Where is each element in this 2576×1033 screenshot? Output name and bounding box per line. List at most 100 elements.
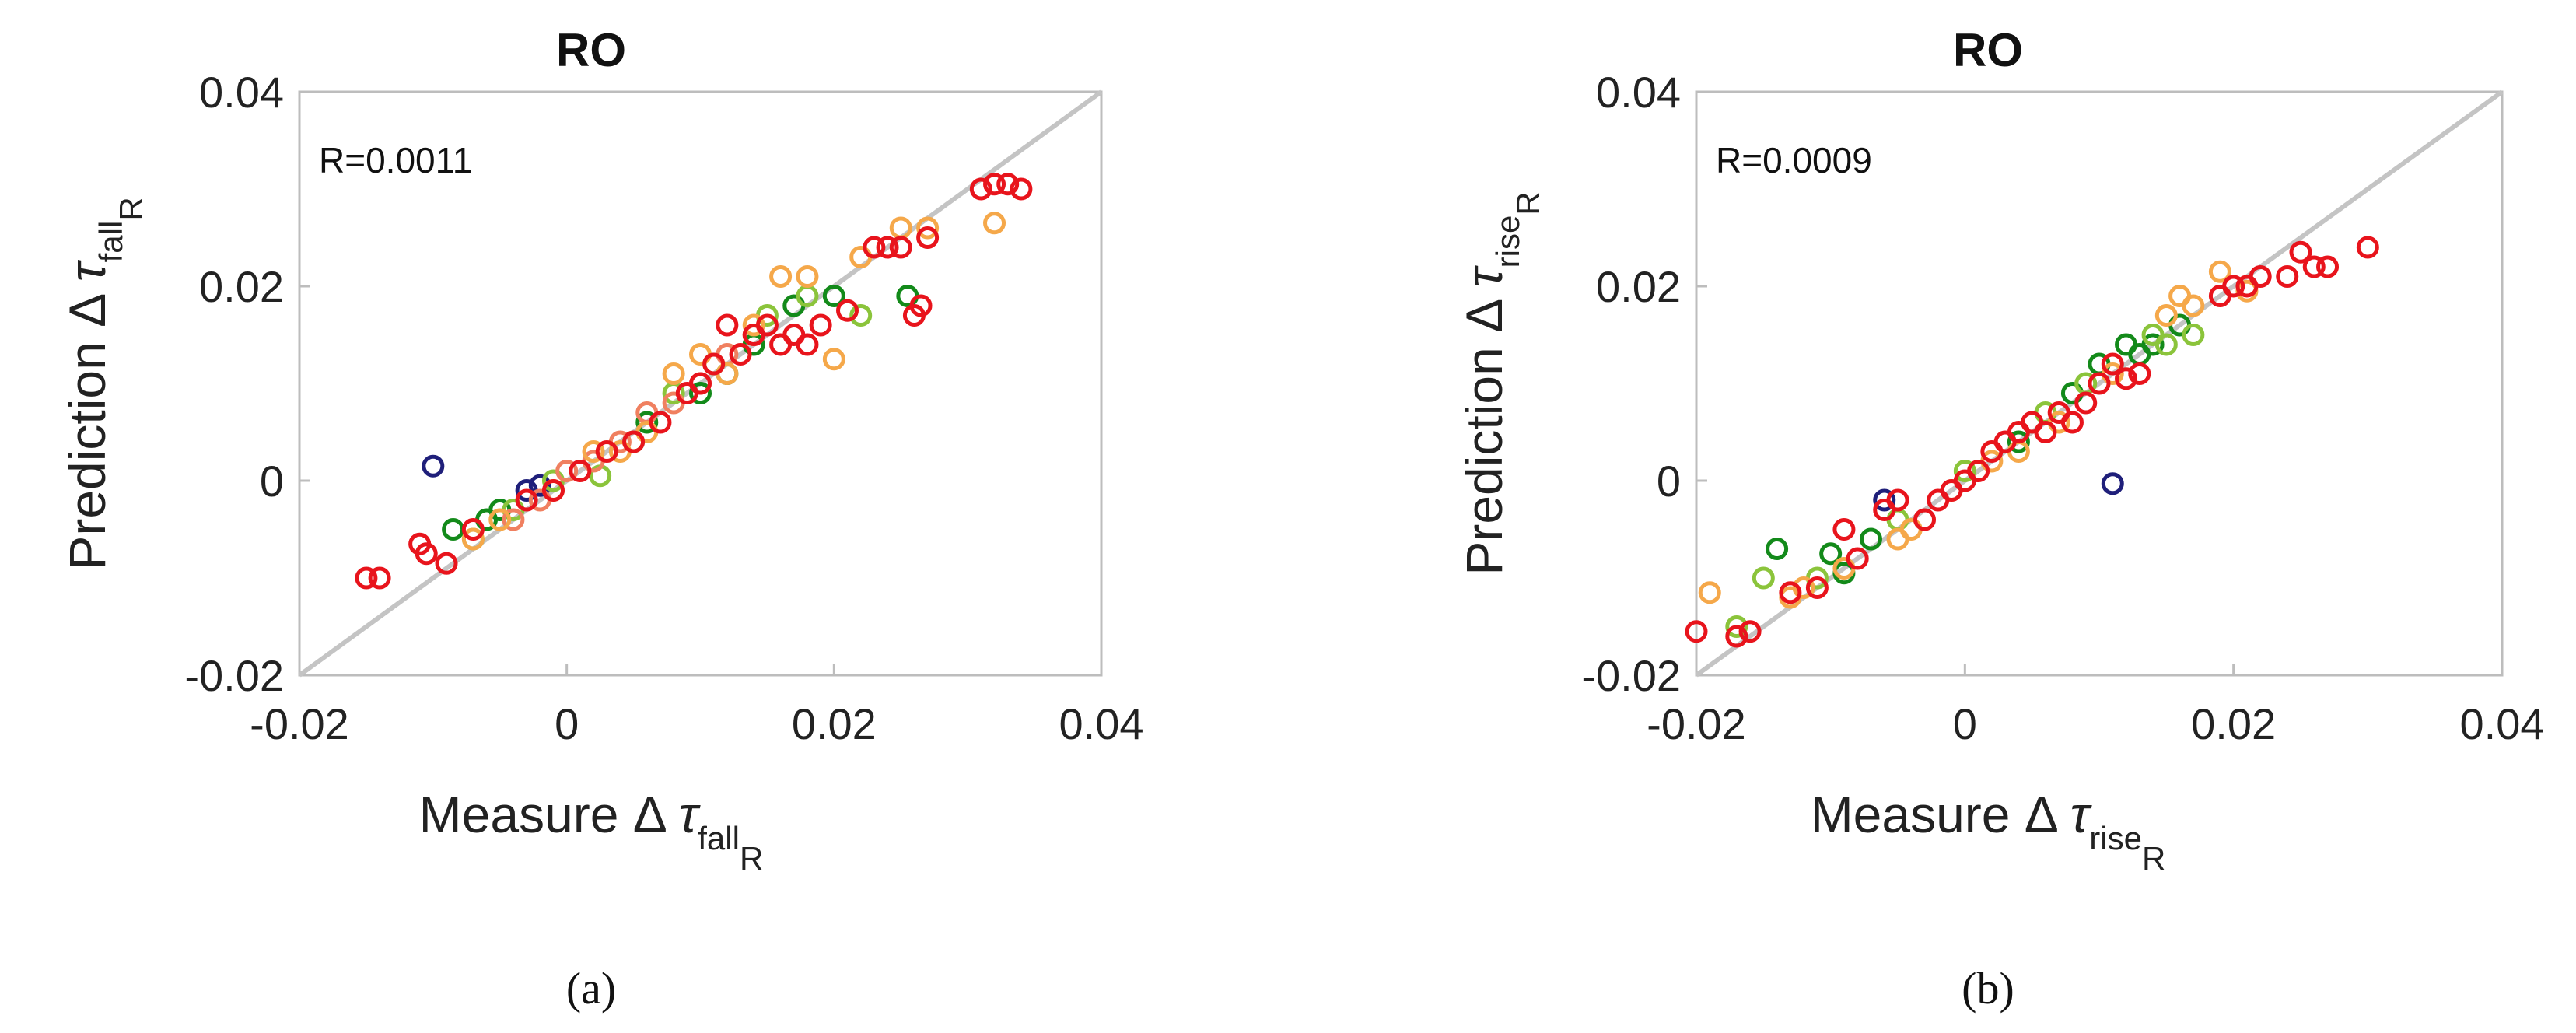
panel-1-point-orange (796, 265, 819, 288)
panel-1-chart: -0.02 0 0.02 0.04 -0.02 0 0.02 0.04 RO R=0.0011 Me… (58, 24, 1144, 1014)
panel-2-point-navy (1873, 488, 1896, 512)
panel-2-y-label-prefix: Prediction Δ (1455, 287, 1513, 576)
panel-1-y-label-symbol: τ (58, 259, 116, 282)
panel-2-y-tick-label: 0.04 (1596, 68, 1681, 117)
panel-1-x-label-prefix: Measure Δ (419, 786, 679, 843)
panel-2-point-red (2101, 352, 2124, 376)
panel-1-point-dark-green (822, 285, 845, 307)
panel-1-point-light-green (849, 304, 873, 327)
panel-1-point-red (889, 236, 912, 259)
panel-1-point-red (515, 488, 538, 512)
panel-2-point-light-green (1953, 460, 1976, 482)
panel-2-point-dark-green (2007, 430, 2030, 453)
panel-1-point-red (809, 313, 832, 337)
panel-2-x-tick-label: -0.02 (1647, 699, 1746, 748)
panel-2-point-light-green (2182, 324, 2205, 346)
panel-2-point-orange (2208, 260, 2231, 283)
panel-2-point-red (2276, 265, 2299, 288)
panel-1-point-red (729, 343, 752, 366)
panel-1-y-label-subscript: fall (93, 221, 129, 263)
panel-1-point-dark-green (689, 382, 712, 404)
panel-1-x-axis-label: Measure Δ τfallR (419, 786, 764, 877)
panel-1-point-red (1010, 177, 1033, 201)
panel-2-point-red (1805, 576, 1829, 599)
panel-1-axes-frame (298, 90, 1103, 677)
panel-2-point-red (1967, 460, 1990, 482)
panel-2-x-label-subsubscript: R (2142, 840, 2165, 877)
panel-2-x-label-prefix: Measure Δ (1811, 786, 2070, 843)
panel-2-reference-line (1695, 89, 2504, 678)
panel-1-point-dark-green (442, 518, 465, 541)
panel-1-x-tick-label: -0.02 (250, 699, 349, 748)
panel-1-point-orange (822, 348, 845, 371)
panel-2-point-red (2060, 411, 2084, 434)
panel-2-y-tick-label: 0 (1657, 457, 1681, 506)
panel-2-point-dark-green (1766, 538, 1789, 560)
panel-2-point-dark-green (2141, 333, 2165, 356)
panel-1-point-red (595, 440, 618, 463)
panel-2-x-tick-label: 0 (1953, 699, 1977, 748)
panel-1-point-red (622, 430, 646, 453)
panel-2-x-axis-label: Measure Δ τriseR (1811, 786, 2166, 877)
panel-2-correlation-annotation: R=0.0009 (1716, 140, 1872, 180)
panel-1-x-tick-label: 0.04 (1059, 699, 1144, 748)
panel-1-point-red (916, 226, 940, 249)
panel-1-x-tick-label: 0.02 (792, 699, 877, 748)
panel-1-point-orange (461, 527, 485, 551)
panel-1-point-red (569, 460, 592, 482)
panel-2-point-red (2302, 255, 2326, 278)
panel-1-y-axis-label: Prediction Δ τfallR (58, 197, 149, 569)
panel-1-point-red (876, 236, 899, 259)
panel-1-correlation-annotation: R=0.0011 (319, 140, 472, 180)
panel-1-point-orange (742, 313, 765, 337)
panel-2-point-red (1738, 620, 1762, 643)
panel-1-point-red (969, 177, 992, 201)
panel-1-point-navy (422, 454, 445, 478)
panel-1-point-red (983, 173, 1006, 196)
panel-1-title: RO (556, 24, 626, 76)
panel-2-y-axis-label: Prediction Δ τriseR (1455, 191, 1546, 575)
panel-2-x-tick-label: 0.04 (2460, 699, 2545, 748)
panel-1-y-tick-label: 0 (260, 457, 284, 506)
panel-2-point-orange (2168, 285, 2192, 307)
panel-2-y-tick-label: -0.02 (1581, 651, 1681, 700)
panel-1-point-red (435, 552, 458, 575)
panel-2-x-label-symbol: τ (2070, 786, 2093, 843)
panel-1-point-red (415, 542, 438, 566)
panel-2-point-red (2289, 240, 2312, 264)
panel-1-x-label-subscript: fall (698, 820, 740, 856)
panel-1-point-orange (769, 265, 793, 288)
panel-2-point-orange (1698, 581, 1721, 604)
panel-1-point-red (836, 299, 859, 322)
panel-2-point-red (2222, 275, 2245, 298)
panel-1-y-label-subsubscript: R (113, 197, 149, 220)
panel-2-axes-frame (1695, 90, 2504, 677)
panel-2-y-label-subscript: rise (1489, 215, 1526, 268)
panel-1-x-label-symbol: τ (679, 786, 702, 843)
panel-2-chart: -0.02 0 0.02 0.04 -0.02 0 0.02 0.04 RO R=0.0009 Me… (1455, 24, 2545, 1014)
panel-2-point-dark-green (1859, 527, 1882, 551)
panel-1-point-orange (582, 440, 605, 463)
panel-1-point-salmon (555, 460, 579, 482)
panel-1-point-red (702, 352, 726, 376)
panel-2-y-label-symbol: τ (1455, 264, 1513, 287)
panel-2-point-red (2316, 255, 2340, 278)
panel-1-point-dark-green (635, 411, 659, 434)
panel-2-point-red (2128, 362, 2151, 385)
panel-2-point-orange (2154, 304, 2178, 327)
panel-1-point-red (649, 411, 672, 434)
panel-1-point-red (902, 304, 926, 327)
panel-1-point-navy (528, 474, 551, 497)
panel-1-point-red (355, 566, 378, 590)
panel-1-point-orange (662, 362, 685, 385)
panel-2-point-red (1832, 518, 1856, 541)
panel-1-y-tick-label: 0.04 (199, 68, 284, 117)
panel-1-point-orange (983, 212, 1006, 235)
panel-2-point-red (2034, 421, 2057, 443)
panel-2-point-orange (1792, 576, 1815, 599)
panel-2-point-red (2356, 236, 2379, 259)
panel-2-x-tick-label: 0.02 (2191, 699, 2276, 748)
panel-1-x-tick-label: 0 (555, 699, 579, 748)
panel-2-point-red (1886, 488, 1909, 512)
